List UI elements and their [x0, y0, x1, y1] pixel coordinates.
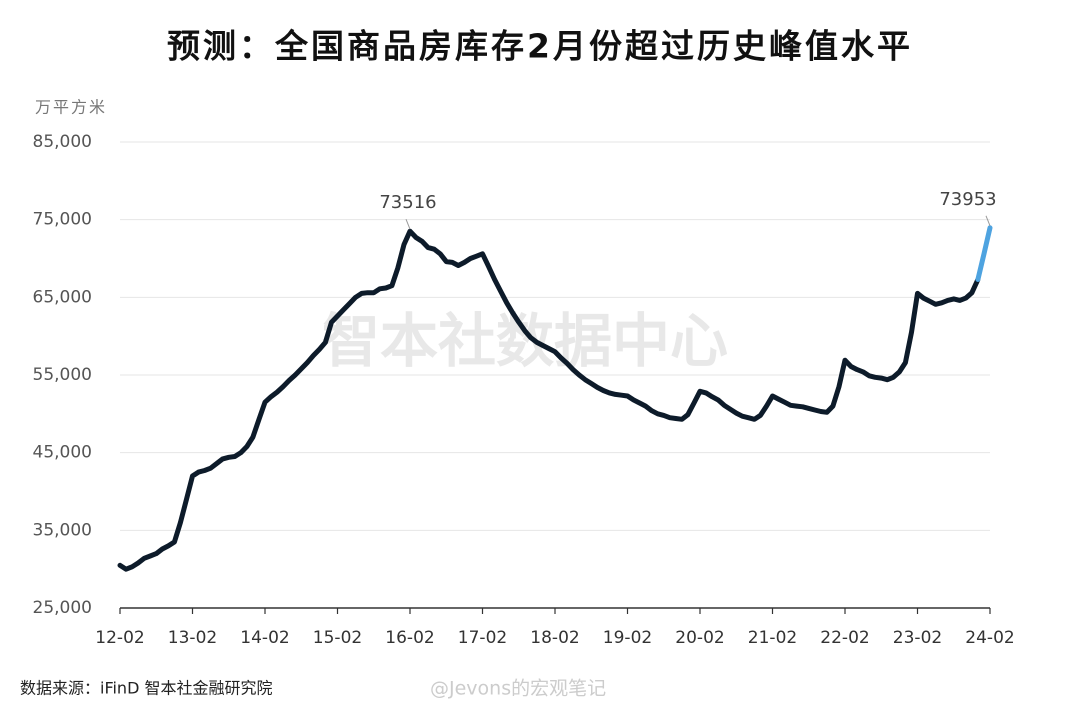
data-label: 73516 [379, 192, 436, 213]
y-tick-label: 55,000 [33, 365, 92, 385]
data-label: 73953 [939, 189, 996, 210]
x-tick-label: 14-02 [240, 628, 289, 648]
x-tick-label: 21-02 [748, 628, 797, 648]
x-tick-label: 13-02 [168, 628, 217, 648]
x-tick-label: 17-02 [458, 628, 507, 648]
line-series [975, 225, 993, 282]
x-tick-label: 24-02 [965, 628, 1014, 648]
x-tick-label: 16-02 [385, 628, 434, 648]
y-tick-label: 45,000 [33, 443, 92, 463]
credit: @Jevons的宏观笔记 [430, 678, 606, 700]
x-tick-label: 15-02 [313, 628, 362, 648]
y-tick-label: 25,000 [33, 598, 92, 618]
x-tick-label: 19-02 [603, 628, 652, 648]
x-tick-label: 12-02 [95, 628, 144, 648]
source: 数据来源：iFinD 智本社金融研究院 [20, 679, 272, 698]
x-tick-label: 18-02 [530, 628, 579, 648]
watermark: 智本社数据中心 [322, 307, 728, 375]
y-tick-label: 65,000 [33, 287, 92, 307]
x-tick-label: 20-02 [675, 628, 724, 648]
y-unit: 万平方米 [35, 98, 107, 117]
y-tick-label: 75,000 [33, 210, 92, 230]
x-tick-label: 22-02 [820, 628, 869, 648]
label-leader [985, 215, 991, 226]
chart-title: 预测：全国商品房库存2月份超过历史峰值水平 [167, 27, 913, 66]
y-tick-label: 35,000 [33, 520, 92, 540]
line-series [117, 228, 981, 572]
y-tick-label: 85,000 [33, 132, 92, 152]
x-tick-label: 23-02 [893, 628, 942, 648]
label-leader [405, 219, 411, 230]
